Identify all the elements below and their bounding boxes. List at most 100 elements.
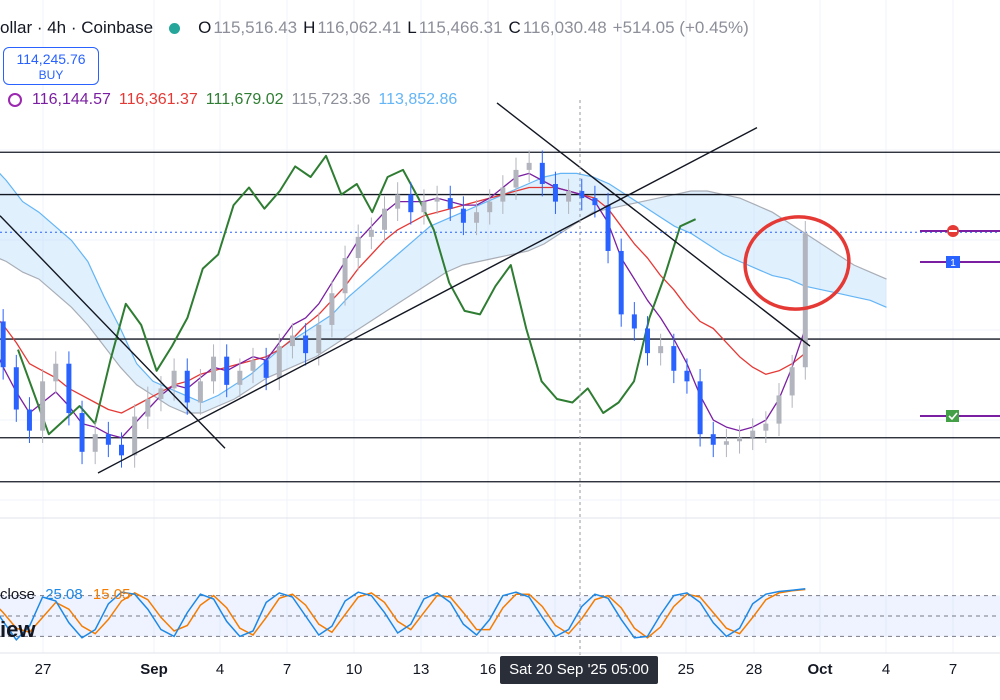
low-label: L: [407, 18, 417, 37]
kijun-value: 116,361.37: [118, 91, 198, 108]
candle-body-57: [737, 437, 743, 442]
candle-body-53: [684, 370, 690, 382]
candle-body-7: [79, 413, 85, 452]
candle-body-15: [184, 370, 190, 403]
candle-body-24: [303, 335, 309, 354]
candle-body-13: [158, 388, 164, 399]
candle-body-34: [434, 198, 440, 202]
span-a-line: [0, 172, 887, 404]
trendline-0: [0, 215, 226, 449]
tenkan-value: 116,144.57: [32, 91, 111, 108]
stochastic-oscillator: [0, 588, 1000, 641]
candle-body-25: [316, 324, 322, 354]
x-tick-label: 28: [745, 661, 763, 678]
candle-body-48: [618, 250, 624, 315]
candle-body-3: [26, 409, 32, 431]
x-tick-label: 4: [881, 661, 891, 678]
buy-label: BUY: [38, 68, 64, 82]
x-tick-label: 27: [34, 661, 52, 678]
alert-check-icon: [946, 410, 959, 422]
alert-markers: 1: [920, 225, 1000, 422]
symbol-title[interactable]: ollar · 4h · Coinbase: [0, 18, 154, 37]
close-value: 116,030.48: [522, 18, 607, 37]
high-value: 116,062.41: [317, 18, 402, 37]
candle-body-27: [342, 258, 348, 294]
candle-body-42: [539, 162, 545, 184]
candle-body-30: [382, 208, 387, 230]
stoch-k-value: 25.08: [45, 586, 83, 603]
candle-body-39: [500, 187, 506, 202]
x-tick-label: Sep: [140, 661, 168, 678]
trendline-2: [496, 102, 811, 347]
candle-body-16: [197, 381, 203, 403]
candle-body-46: [592, 198, 598, 206]
candle-body-58: [750, 430, 756, 438]
stoch-k-line: [0, 588, 806, 641]
candle-body-23: [289, 335, 295, 347]
candle-body-41: [526, 162, 532, 170]
candle-body-36: [460, 208, 466, 223]
candle-body-47: [605, 205, 611, 251]
candle-body-10: [119, 444, 124, 456]
span-b-value: 115,723.36: [291, 91, 371, 108]
span-b-line: [0, 190, 887, 414]
stoch-d-line: [0, 588, 806, 639]
order-quantity-badge: [946, 256, 960, 268]
candle-body-38: [487, 201, 493, 213]
candle-body-50: [645, 328, 650, 354]
buy-price: 114,245.76: [16, 51, 86, 67]
chikou-value: 111,679.02: [205, 91, 284, 108]
candle-body-59: [763, 423, 769, 431]
crosshair-time-label: Sat 20 Sep '25 05:00: [500, 656, 658, 684]
candle-body-6: [66, 363, 72, 414]
candle-body-56: [723, 441, 729, 445]
candle-body-37: [474, 212, 480, 223]
market-open-icon: [169, 22, 181, 34]
candle-body-45: [579, 191, 585, 199]
candle-body-52: [671, 346, 677, 371]
candle-body-43: [552, 184, 558, 202]
candle-body-44: [566, 191, 572, 202]
x-tick-label: 13: [412, 661, 430, 678]
candle-body-2: [13, 367, 19, 410]
candle-body-26: [329, 293, 335, 325]
candle-body-32: [408, 194, 414, 213]
candle-body-4: [40, 381, 46, 431]
low-value: 115,466.31: [418, 18, 503, 37]
buy-button[interactable]: 114,245.76 BUY: [3, 47, 99, 85]
candle-body-14: [171, 370, 177, 389]
trendline-1: [97, 126, 758, 474]
close-label: C: [508, 18, 521, 37]
candle-body-31: [395, 194, 401, 209]
high-label: H: [303, 18, 316, 37]
candle-body-8: [92, 434, 98, 452]
ichimoku-legend: 116,144.57 116,361.37 111,679.02 115,723…: [0, 91, 465, 109]
candle-body-12: [145, 398, 151, 417]
oscillator-source: close: [0, 586, 36, 603]
candle-body-9: [105, 434, 111, 445]
candle-body-19: [237, 370, 243, 385]
candle-body-5: [53, 363, 59, 382]
candle-body-61: [789, 367, 795, 396]
candle-body-18: [224, 356, 230, 385]
open-label: O: [198, 18, 212, 37]
x-tick-label: 16: [479, 661, 497, 678]
stoch-d-value: 15.05: [92, 586, 131, 603]
highlight-circle: [743, 215, 851, 311]
candle-body-22: [276, 346, 282, 378]
open-value: 115,516.43: [213, 18, 298, 37]
x-tick-label: 7: [948, 661, 958, 678]
candle-body-40: [513, 169, 519, 188]
candle-body-1: [0, 321, 6, 368]
indicator-icon[interactable]: [8, 93, 22, 107]
ichimoku-cloud: [0, 172, 887, 414]
x-tick-label: 25: [677, 661, 695, 678]
kijun-line: [0, 186, 806, 414]
x-tick-label: 7: [282, 661, 292, 678]
candle-body-54: [697, 381, 703, 435]
watermark-logo: iew: [0, 617, 36, 642]
candle-body-51: [658, 346, 664, 354]
grid-lines: [0, 0, 1000, 653]
candle-body-28: [355, 236, 361, 258]
